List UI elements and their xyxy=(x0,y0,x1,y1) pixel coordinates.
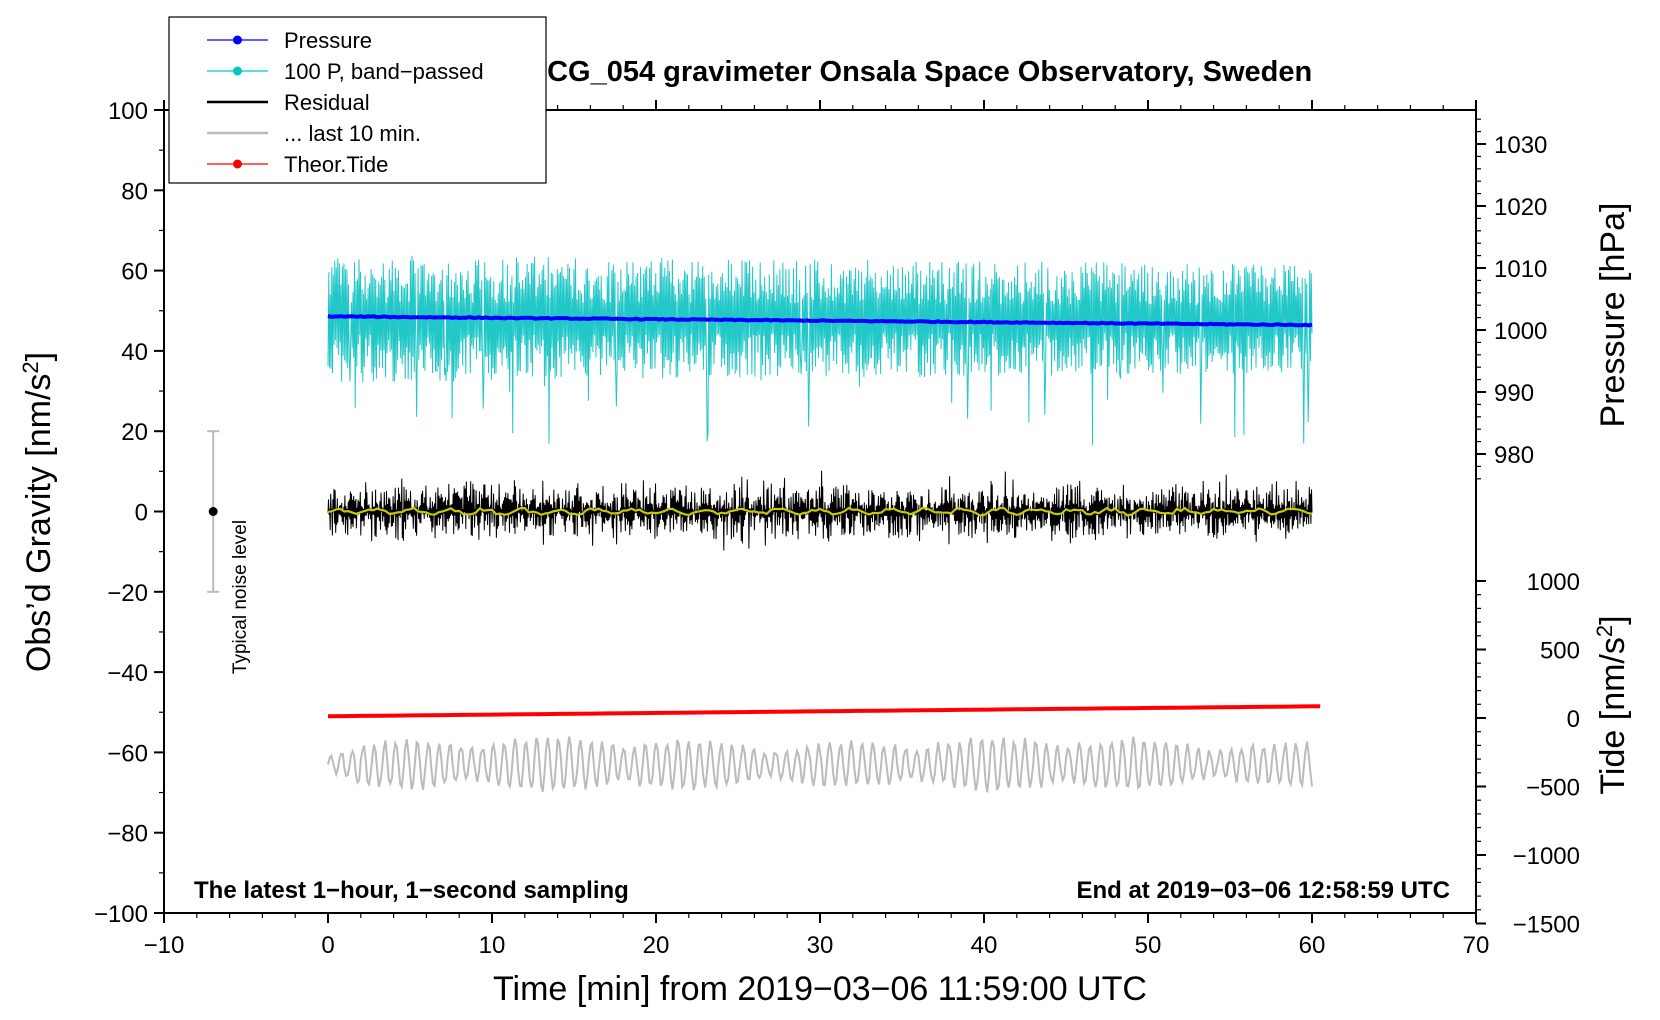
legend-label: Residual xyxy=(284,90,370,115)
y-tick-label: −100 xyxy=(94,901,148,928)
y-tick-label: 40 xyxy=(121,339,148,366)
bandpassed-pressure-line xyxy=(327,255,1313,446)
tide-tick-label: −1000 xyxy=(1513,843,1580,870)
tide-tick-label: −500 xyxy=(1526,775,1580,802)
x-tick-label: 20 xyxy=(643,932,670,959)
y-tick-label: 100 xyxy=(108,98,148,125)
y-tick-label: −40 xyxy=(107,660,148,687)
tide-tick-label: −1500 xyxy=(1513,912,1580,939)
y-tick-label: 60 xyxy=(121,259,148,286)
y-tick-label: −60 xyxy=(107,740,148,767)
residual-smoothed-line xyxy=(327,506,1313,517)
last-10-min-series xyxy=(327,736,1313,793)
x-tick-label: 40 xyxy=(971,932,998,959)
residual-smoothed-series xyxy=(327,506,1313,517)
legend-label: ... last 10 min. xyxy=(284,121,421,146)
tide-line xyxy=(327,704,1321,719)
tide-tick-label: 1000 xyxy=(1527,569,1580,596)
legend-marker xyxy=(233,159,242,169)
x-tick-label: 50 xyxy=(1135,932,1162,959)
y-axis-tide-title: Tide [nm/s2] xyxy=(1592,615,1632,794)
x-tick-label: 30 xyxy=(807,932,834,959)
legend-marker xyxy=(233,66,242,76)
pressure-series xyxy=(327,314,1313,328)
x-tick-label: 70 xyxy=(1463,932,1490,959)
sampling-note: The latest 1−hour, 1−second sampling xyxy=(194,877,629,904)
legend: Pressure 100 P, band−passed Residual ... la… xyxy=(207,28,484,177)
pressure-tick-label: 980 xyxy=(1494,442,1534,469)
pressure-tick-label: 1030 xyxy=(1494,132,1547,159)
legend-label: Pressure xyxy=(284,28,372,53)
pressure-tick-label: 1010 xyxy=(1494,256,1547,283)
y-axis-left: −100 −80 −60 −40 −20 0 20 40 60 80 100 xyxy=(94,98,164,928)
y-tick-label: 20 xyxy=(121,419,148,446)
tide-series xyxy=(327,704,1321,719)
legend-label: 100 P, band−passed xyxy=(284,59,484,84)
y-axis-pressure: 980 990 1000 1010 1020 1030 xyxy=(1476,118,1547,480)
x-axis: −10 0 10 20 30 40 50 60 70 xyxy=(144,100,1490,959)
y-axis-left-title: Obs’d Gravity [nm/s2] xyxy=(18,352,58,672)
noise-level-indicator xyxy=(207,430,220,593)
tide-tick-label: 500 xyxy=(1540,638,1580,665)
y-tick-label: 80 xyxy=(121,178,148,205)
end-time-note: End at 2019−03−06 12:58:59 UTC xyxy=(1076,877,1450,904)
chart-title: SCG_054 gravimeter Onsala Space Observat… xyxy=(528,56,1312,88)
y-axis-pressure-title: Pressure [hPa] xyxy=(1594,203,1632,428)
pressure-tick-label: 1020 xyxy=(1494,194,1547,221)
y-tick-label: −20 xyxy=(107,580,148,607)
legend-label: Theor.Tide xyxy=(284,152,388,177)
noise-level-label: Typical noise level xyxy=(230,520,251,674)
y-tick-label: −80 xyxy=(107,821,148,848)
y-axis-tide: −1500 −1000 −500 0 500 1000 xyxy=(1476,569,1580,939)
last-10-min-line xyxy=(327,736,1313,793)
pressure-tick-label: 990 xyxy=(1494,380,1534,407)
x-tick-label: 60 xyxy=(1299,932,1326,959)
x-tick-label: −10 xyxy=(144,932,185,959)
legend-marker xyxy=(233,35,242,45)
pressure-tick-label: 1000 xyxy=(1494,318,1547,345)
residual-line xyxy=(327,470,1313,551)
tide-tick-label: 0 xyxy=(1567,706,1580,733)
x-tick-label: 0 xyxy=(321,932,334,959)
x-tick-label: 10 xyxy=(479,932,506,959)
x-axis-title: Time [min] from 2019−03−06 11:59:00 UTC xyxy=(493,970,1147,1008)
bandpassed-pressure-series xyxy=(327,255,1313,446)
noise-bar-center-dot xyxy=(208,507,218,516)
pressure-line xyxy=(327,314,1313,328)
residual-series xyxy=(327,470,1313,551)
y-tick-label: 0 xyxy=(135,500,148,527)
legend-box xyxy=(168,16,547,184)
